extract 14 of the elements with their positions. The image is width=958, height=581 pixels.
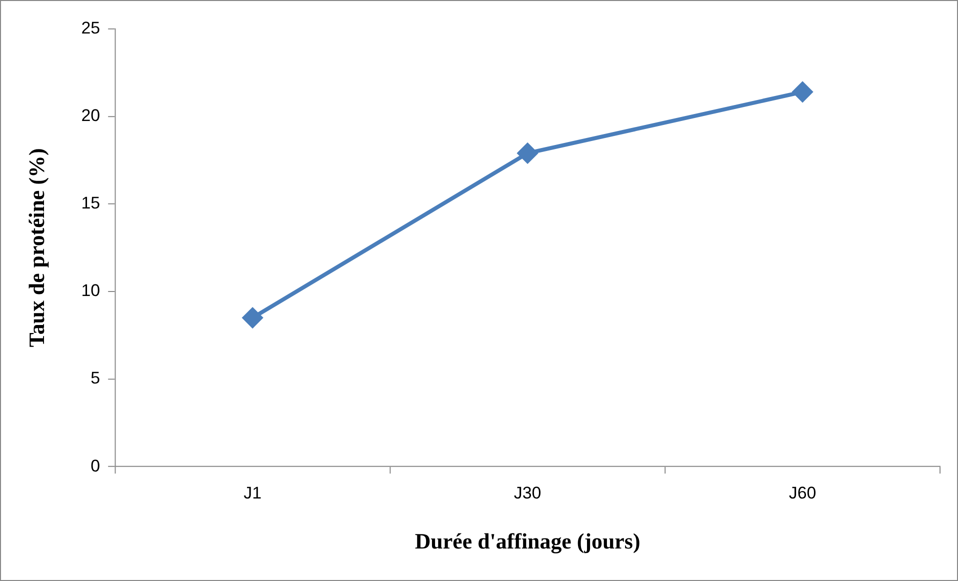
point [792, 82, 813, 102]
y-axis-title: Taux de protéine (%) [24, 148, 49, 348]
y-tick-label: 10 [81, 281, 100, 300]
y-tick-label: 15 [81, 194, 100, 213]
point [242, 308, 263, 328]
y-tick-label: 25 [81, 18, 100, 38]
x-tick-label: J60 [788, 483, 816, 502]
y-tick-label: 5 [90, 368, 100, 388]
x-axis-title: Durée d'affinage (jours) [414, 528, 640, 554]
point [518, 143, 538, 164]
x-tick-label: J1 [244, 483, 262, 502]
y-tick-label: 20 [81, 106, 100, 126]
y-tick-label: 0 [90, 456, 100, 476]
x-tick-label: J30 [514, 483, 542, 502]
